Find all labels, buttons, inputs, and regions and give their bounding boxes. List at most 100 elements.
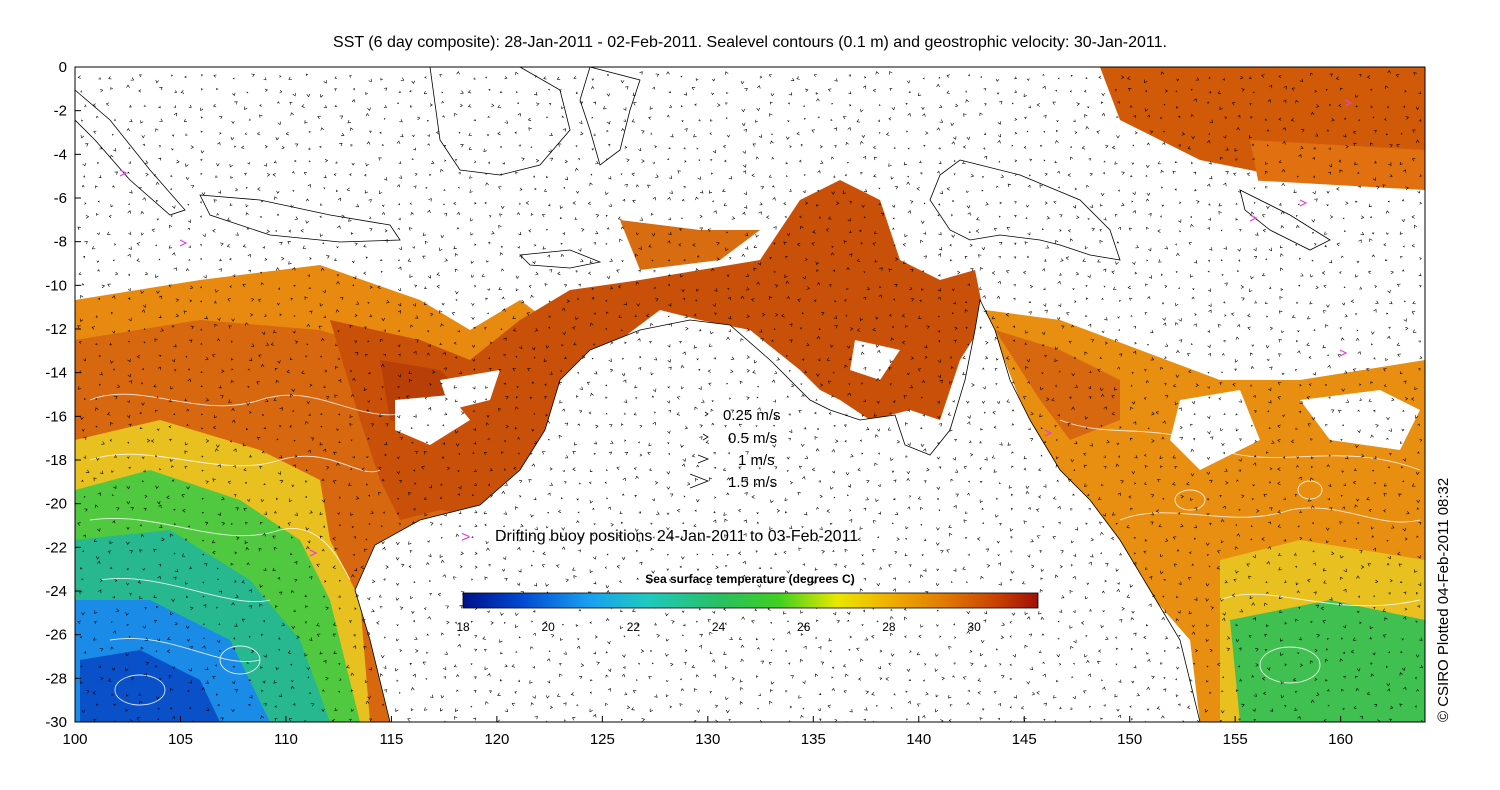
velocity-arrow bbox=[996, 648, 999, 651]
velocity-arrow bbox=[234, 187, 239, 192]
velocity-arrow bbox=[199, 243, 202, 246]
velocity-arrow bbox=[1324, 231, 1328, 235]
velocity-arrow bbox=[1179, 436, 1183, 441]
velocity-arrow bbox=[305, 220, 309, 224]
velocity-arrow bbox=[731, 216, 736, 220]
velocity-arrow bbox=[1036, 103, 1040, 107]
velocity-arrow bbox=[833, 563, 838, 567]
velocity-arrow bbox=[665, 694, 669, 698]
velocity-arrow bbox=[776, 357, 780, 361]
velocity-arrow bbox=[872, 520, 877, 524]
velocity-arrow bbox=[201, 687, 206, 691]
velocity-arrow bbox=[168, 284, 172, 288]
velocity-arrow bbox=[669, 705, 673, 709]
velocity-arrow bbox=[1310, 438, 1313, 441]
velocity-arrow bbox=[411, 134, 415, 138]
velocity-arrow bbox=[1027, 381, 1030, 384]
velocity-arrow bbox=[348, 75, 352, 78]
velocity-arrow bbox=[307, 449, 311, 454]
velocity-arrow bbox=[923, 231, 927, 235]
velocity-arrow bbox=[1206, 554, 1209, 557]
velocity-arrow bbox=[1145, 379, 1150, 384]
velocity-arrow bbox=[398, 217, 401, 221]
velocity-arrow bbox=[320, 267, 325, 272]
velocity-arrow bbox=[1404, 607, 1408, 611]
velocity-arrow bbox=[803, 426, 807, 430]
velocity-arrow bbox=[499, 90, 503, 94]
velocity-arrow bbox=[1065, 256, 1070, 260]
velocity-arrow bbox=[1268, 400, 1272, 404]
velocity-arrow bbox=[460, 90, 464, 94]
velocity-arrow bbox=[1222, 78, 1225, 81]
velocity-arrow bbox=[1194, 649, 1199, 653]
velocity-arrow bbox=[410, 324, 414, 328]
velocity-arrow bbox=[346, 187, 351, 192]
velocity-arrow bbox=[233, 637, 236, 640]
velocity-arrow bbox=[380, 605, 383, 609]
velocity-arrow bbox=[1100, 101, 1104, 105]
velocity-arrow bbox=[856, 119, 861, 123]
velocity-arrow bbox=[800, 144, 804, 147]
velocity-arrow bbox=[722, 144, 727, 149]
velocity-arrow bbox=[620, 718, 623, 721]
velocity-arrow bbox=[440, 632, 444, 636]
velocity-arrow bbox=[205, 480, 209, 484]
velocity-arrow bbox=[1325, 527, 1330, 531]
velocity-arrow bbox=[939, 104, 943, 108]
velocity-arrow bbox=[81, 428, 85, 432]
velocity-arrow bbox=[213, 199, 218, 203]
velocity-arrow bbox=[383, 665, 387, 669]
velocity-arrow bbox=[621, 226, 625, 230]
velocity-arrow bbox=[1148, 213, 1152, 217]
velocity-arrow bbox=[577, 157, 580, 161]
velocity-arrow bbox=[217, 578, 219, 581]
velocity-arrow bbox=[844, 549, 848, 553]
velocity-arrow bbox=[378, 190, 383, 194]
velocity-arrow bbox=[125, 708, 129, 712]
velocity-arrow bbox=[1175, 271, 1178, 274]
velocity-arrow bbox=[918, 315, 922, 320]
velocity-arrow bbox=[1191, 400, 1196, 405]
velocity-arrow bbox=[1143, 550, 1147, 554]
velocity-arrow bbox=[1238, 665, 1240, 668]
velocity-arrow bbox=[633, 102, 637, 106]
velocity-arrow bbox=[758, 440, 761, 443]
velocity-arrow bbox=[1130, 105, 1133, 108]
velocity-arrow bbox=[969, 243, 973, 247]
velocity-arrow bbox=[654, 622, 657, 626]
velocity-arrow bbox=[996, 185, 999, 189]
velocity-arrow bbox=[1354, 94, 1359, 98]
velocity-arrow bbox=[408, 370, 412, 375]
velocity-arrow bbox=[825, 228, 830, 232]
velocity-arrow bbox=[1386, 133, 1388, 136]
velocity-arrow bbox=[790, 77, 795, 82]
velocity-arrow bbox=[279, 480, 284, 484]
velocity-arrow bbox=[693, 313, 697, 317]
velocity-arrow bbox=[426, 633, 429, 636]
velocity-arrow bbox=[473, 717, 476, 721]
velocity-arrow bbox=[775, 313, 779, 317]
velocity-arrow bbox=[1415, 592, 1419, 595]
velocity-label-0.5: 0.5 m/s bbox=[728, 430, 777, 447]
velocity-arrow bbox=[938, 423, 943, 427]
velocity-arrow bbox=[1310, 699, 1315, 703]
velocity-arrow bbox=[595, 160, 599, 165]
velocity-arrow bbox=[1161, 436, 1165, 440]
velocity-arrow bbox=[105, 102, 110, 107]
velocity-arrow bbox=[696, 620, 698, 623]
velocity-arrow bbox=[423, 607, 427, 611]
velocity-arrow bbox=[1175, 678, 1178, 681]
velocity-arrow bbox=[1401, 638, 1404, 641]
velocity-arrow bbox=[337, 197, 342, 202]
velocity-arrow bbox=[1074, 300, 1077, 303]
velocity-arrow bbox=[274, 196, 278, 200]
velocity-arrow bbox=[737, 508, 742, 513]
velocity-arrow bbox=[183, 310, 187, 314]
velocity-arrow bbox=[803, 117, 806, 120]
velocity-arrow bbox=[190, 325, 195, 330]
velocity-arrow bbox=[294, 340, 299, 344]
velocity-arrow bbox=[259, 104, 262, 107]
velocity-arrow bbox=[396, 582, 400, 586]
velocity-arrow bbox=[322, 242, 325, 245]
velocity-arrow bbox=[1418, 582, 1422, 587]
